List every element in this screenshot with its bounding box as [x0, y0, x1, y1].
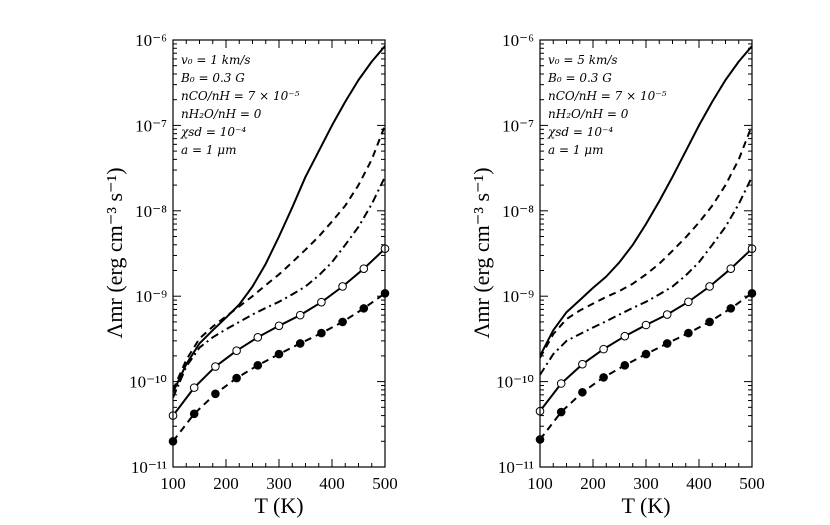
- data-point: [189, 409, 199, 419]
- annotation: nCO/nH = 7 × 10⁻⁵: [548, 89, 667, 103]
- data-point: [232, 346, 241, 356]
- left-panel: 100 200 300 400 500 10⁻¹¹ 10⁻¹⁰ 10⁻⁹ 10⁻⁸ 10⁻⁷ 10⁻…: [102, 31, 398, 518]
- data-point: [599, 344, 608, 354]
- series-dash-dot: [540, 176, 752, 376]
- data-point: [211, 362, 220, 371]
- series-dash-dot: [173, 176, 385, 398]
- y-tick-label: 10⁻⁷: [502, 116, 534, 135]
- data-point: [253, 333, 263, 342]
- data-point: [253, 361, 263, 370]
- series-dashed-upper: [540, 125, 752, 359]
- data-point: [295, 339, 305, 348]
- data-point: [359, 304, 369, 313]
- annotation: B₀ = 0.3 G: [180, 71, 245, 85]
- data-point: [556, 407, 566, 417]
- y-tick-label: 10⁻⁹: [135, 287, 167, 306]
- y-tick-label: 10⁻⁸: [135, 202, 167, 221]
- y-axis-label: Λmr (erg cm⁻³ s⁻¹): [469, 167, 494, 338]
- y-axis-label: Λmr (erg cm⁻³ s⁻¹): [102, 167, 127, 338]
- data-point: [211, 389, 220, 399]
- y-tick-label: 10⁻¹⁰: [129, 373, 167, 392]
- annotation: v₀ = 1 km/s: [181, 53, 251, 67]
- annotation: a = 1 μm: [181, 143, 236, 157]
- data-point: [684, 328, 693, 338]
- annotation: v₀ = 5 km/s: [548, 53, 618, 67]
- data-point: [338, 317, 347, 327]
- x-tick-label: 100: [527, 474, 553, 493]
- annotation: a = 1 μm: [548, 143, 603, 157]
- annotation: χsd = 10⁻⁴: [547, 125, 613, 139]
- series-solid-upper: [173, 45, 385, 393]
- data-point: [317, 297, 326, 307]
- data-point: [599, 373, 608, 382]
- data-point: [578, 359, 587, 369]
- data-point: [317, 328, 326, 338]
- data-point: [641, 320, 651, 330]
- x-tick-label: 400: [319, 474, 345, 493]
- y-tick-label: 10⁻⁸: [502, 202, 534, 221]
- data-point: [684, 297, 693, 307]
- data-point: [726, 264, 736, 273]
- data-point: [578, 387, 587, 397]
- data-point: [274, 349, 284, 359]
- data-point: [620, 331, 630, 341]
- y-tick-label: 10⁻⁷: [135, 116, 167, 135]
- data-point: [620, 361, 630, 370]
- x-axis-label: T (K): [621, 493, 670, 518]
- x-tick-label: 500: [739, 474, 765, 493]
- x-tick-label: 300: [266, 474, 292, 493]
- data-point: [556, 379, 566, 388]
- data-point: [662, 339, 672, 348]
- data-point: [726, 304, 736, 313]
- data-point: [295, 310, 305, 320]
- data-point: [338, 282, 347, 291]
- y-tick-label: 10⁻⁶: [502, 31, 534, 50]
- y-tick-label: 10⁻¹⁰: [496, 373, 534, 392]
- x-tick-label: 200: [213, 474, 239, 493]
- data-point: [274, 321, 284, 331]
- series-solid-upper: [540, 45, 752, 357]
- data-point: [662, 310, 672, 319]
- x-tick-label: 200: [580, 474, 606, 493]
- x-axis-label: T (K): [254, 493, 303, 518]
- x-tick-label: 400: [686, 474, 712, 493]
- y-tick-label: 10⁻¹¹: [131, 458, 167, 477]
- annotation: χsd = 10⁻⁴: [180, 125, 246, 139]
- data-point: [232, 373, 241, 383]
- x-tick-label: 100: [160, 474, 186, 493]
- data-point: [641, 349, 651, 359]
- right-panel: 100 200 300 400 500 10⁻¹¹ 10⁻¹⁰ 10⁻⁹ 10⁻⁸ 10⁻⁷ 10⁻…: [469, 31, 765, 518]
- x-tick-label: 500: [372, 474, 398, 493]
- annotation: nH₂O/nH = 0: [181, 107, 262, 121]
- data-point: [189, 383, 199, 392]
- annotation: nH₂O/nH = 0: [548, 107, 629, 121]
- annotation: nCO/nH = 7 × 10⁻⁵: [181, 89, 300, 103]
- y-tick-label: 10⁻⁹: [502, 287, 534, 306]
- plot-frame: [172, 39, 386, 468]
- series-dashed-filled-circles: [173, 292, 385, 442]
- data-point: [359, 264, 369, 273]
- y-tick-label: 10⁻¹¹: [498, 458, 534, 477]
- series-solid-open-circles: [540, 247, 752, 412]
- x-tick-label: 300: [633, 474, 659, 493]
- plot-frame: [539, 39, 753, 468]
- data-point: [705, 282, 714, 291]
- y-tick-label: 10⁻⁶: [135, 31, 167, 50]
- series-dashed-upper: [173, 125, 385, 391]
- annotation: B₀ = 0.3 G: [547, 71, 612, 85]
- data-point: [705, 317, 714, 327]
